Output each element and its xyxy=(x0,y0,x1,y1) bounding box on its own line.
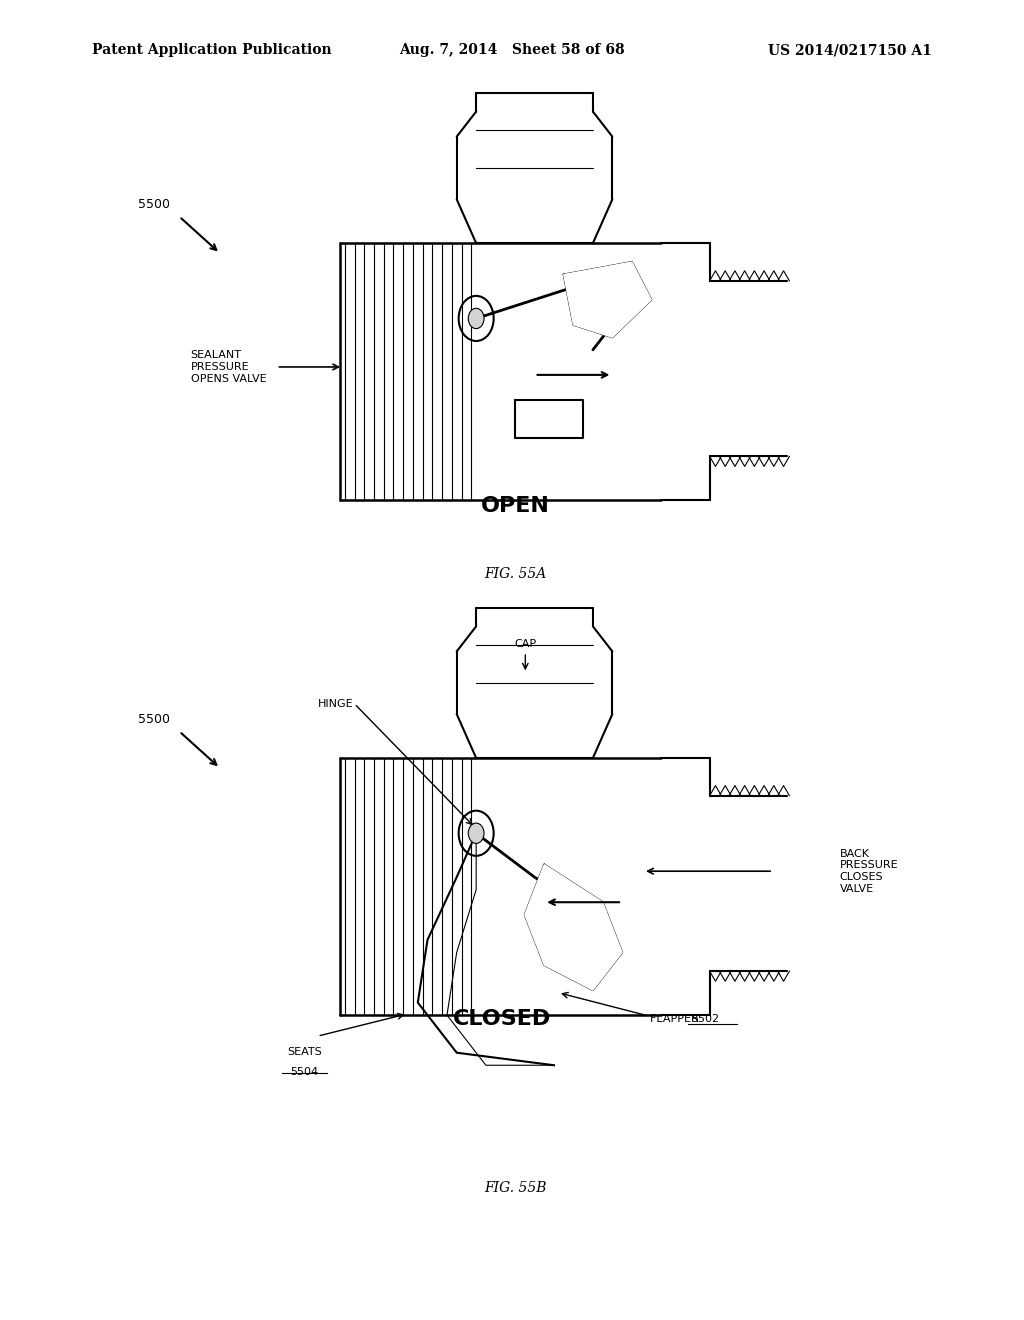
Text: FLAPPER: FLAPPER xyxy=(650,1014,702,1024)
Polygon shape xyxy=(563,261,651,338)
Circle shape xyxy=(468,309,484,329)
Text: US 2014/0217150 A1: US 2014/0217150 A1 xyxy=(768,44,932,57)
Text: Aug. 7, 2014   Sheet 58 of 68: Aug. 7, 2014 Sheet 58 of 68 xyxy=(399,44,625,57)
Text: SEALANT
PRESSURE
OPENS VALVE: SEALANT PRESSURE OPENS VALVE xyxy=(190,350,266,384)
Text: 5504: 5504 xyxy=(290,1067,318,1077)
Text: OPEN: OPEN xyxy=(480,495,550,516)
Text: 5502: 5502 xyxy=(691,1014,719,1024)
Text: SEATS: SEATS xyxy=(287,1047,322,1057)
Text: 5500: 5500 xyxy=(138,198,170,211)
Text: Patent Application Publication: Patent Application Publication xyxy=(92,44,332,57)
Circle shape xyxy=(468,824,484,843)
Text: 5500: 5500 xyxy=(138,713,170,726)
Text: CLOSED: CLOSED xyxy=(453,1008,551,1030)
Polygon shape xyxy=(524,865,623,990)
Text: CAP: CAP xyxy=(514,639,537,649)
Text: FIG. 55B: FIG. 55B xyxy=(483,1181,547,1195)
Text: FIG. 55A: FIG. 55A xyxy=(484,568,546,581)
Text: BACK
PRESSURE
CLOSES
VALVE: BACK PRESSURE CLOSES VALVE xyxy=(840,849,898,894)
Text: HINGE: HINGE xyxy=(317,698,353,709)
